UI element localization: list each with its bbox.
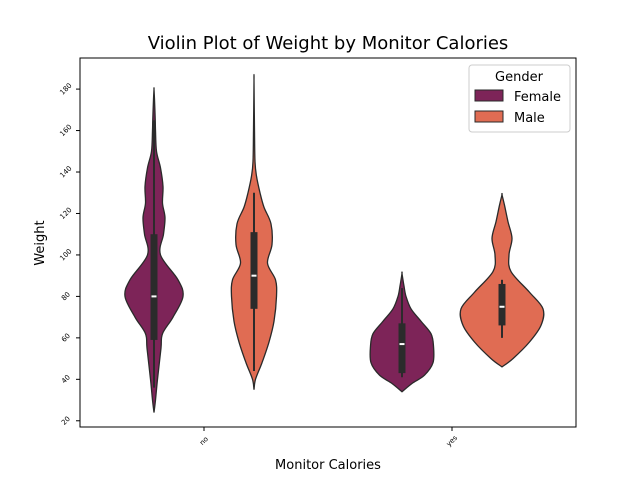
violin-median-mark: [400, 343, 405, 345]
y-tick-label: 80: [60, 290, 72, 302]
violin-male-no: [231, 75, 276, 390]
violin-iqr-box: [251, 232, 258, 309]
y-axis: 20 40 60 80 100 120 140 160 180: [58, 82, 80, 427]
legend: Gender Female Male: [469, 65, 570, 132]
legend-title: Gender: [495, 70, 544, 85]
y-tick-label: 60: [60, 332, 72, 344]
legend-swatch-male: [475, 111, 503, 122]
y-tick-label: 20: [60, 415, 72, 427]
violin-female-no: [125, 88, 183, 413]
x-axis: no yes: [198, 427, 459, 448]
violin-male-yes: [460, 194, 544, 367]
legend-swatch-female: [475, 90, 503, 101]
violin-iqr-box: [399, 323, 406, 373]
y-tick-label: 100: [58, 247, 73, 262]
violin-female-yes: [370, 272, 434, 392]
x-tick-label: no: [198, 435, 210, 447]
chart-title: Violin Plot of Weight by Monitor Calorie…: [148, 33, 509, 54]
violin-median-mark: [152, 295, 157, 297]
y-axis-label: Weight: [33, 220, 48, 265]
violin-iqr-box: [151, 234, 158, 340]
y-tick-label: 40: [60, 373, 72, 385]
y-tick-label: 140: [58, 164, 73, 179]
violin-median-mark: [252, 275, 257, 277]
y-tick-label: 160: [58, 123, 73, 138]
y-tick-label: 120: [58, 206, 73, 221]
legend-label-female: Female: [514, 90, 561, 105]
legend-label-male: Male: [514, 111, 545, 126]
x-tick-label: yes: [445, 434, 459, 448]
y-tick-label: 180: [58, 82, 73, 97]
violin-iqr-box: [499, 284, 506, 325]
x-axis-label: Monitor Calories: [275, 458, 381, 473]
violin-median-mark: [500, 306, 505, 308]
